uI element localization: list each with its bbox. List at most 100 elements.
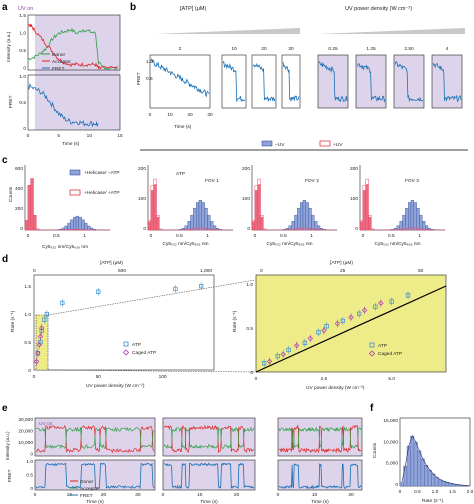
panel-b-traces: 2 10 20 30 0.25 1.25 2.50 4: [149, 46, 463, 109]
panel-d-left-top-axis: [ATP] (μM): [100, 260, 123, 266]
panel-c-bar-minus: [413, 202, 417, 231]
panel-c-ytick: 200: [350, 166, 358, 172]
panel-e-xtick: 0: [34, 492, 37, 498]
panel-b-xticks: 0 10 20 30: [149, 112, 213, 118]
panel-b-label: b: [130, 2, 136, 13]
panel-d-right-axes: [255, 274, 447, 373]
panel-b-condition-label: 20: [261, 46, 267, 52]
panel-b-xtick: 20: [187, 112, 193, 118]
panel-c-xtick: 0.5: [53, 233, 60, 239]
panel-e-xtick: 20: [101, 492, 107, 498]
panel-d-right-legend-caged: Caged ATP: [378, 351, 402, 357]
panel-d-right-xlabel: UV power density (W cm⁻²): [306, 385, 365, 391]
panel-c-ytick: 100: [242, 196, 250, 202]
panel-d-right-xtick: 0: [255, 376, 258, 382]
panel-b-fret-trace: [282, 62, 300, 102]
panel-c-bar-plus: [159, 228, 163, 231]
panel-d-right-caged-point: [378, 300, 384, 306]
panel-b-atp-wedge: [155, 28, 300, 34]
panel-f-bar: [420, 458, 425, 487]
panel-c-bar-minus: [302, 200, 306, 231]
panel-c-bar-minus: [196, 202, 200, 231]
panel-c-bar-minus: [405, 207, 409, 231]
panel-b-condition-label: 0.25: [328, 46, 338, 52]
panel-f-yticks: 15,000 10,000 5,000 0: [383, 418, 398, 488]
panel-c-ytick: 600: [15, 166, 23, 172]
panel-c-bar-minus: [64, 225, 68, 231]
panel-c-bar-minus: [204, 207, 208, 231]
panel-a-ylabel-bottom: FRET: [8, 95, 14, 108]
panel-c-bar-minus: [70, 219, 74, 231]
panel-b-xtick: 30: [207, 112, 213, 118]
panel-a-donor-trace: [27, 27, 119, 70]
panel-a-ytick-top: 1.5: [19, 13, 26, 19]
panel-c-ytick: 200: [242, 166, 250, 172]
panel-c-bar-minus: [314, 221, 318, 231]
panel-c-legend-plus-uv: +UV: [333, 142, 343, 148]
panel-c-xlabel-fov: Cy5₅₃₂ nm/Cy5₆₃₈ nm: [162, 241, 208, 247]
panel-f-xtick: 2.0: [467, 489, 474, 495]
panel-b-box: [251, 54, 277, 109]
panel-b-box: [221, 54, 247, 109]
panel-c-bar-minus: [297, 207, 301, 231]
panel-d-left-xtick: 50: [96, 374, 102, 380]
panel-e-fret-trace: [35, 462, 155, 490]
panel-d-right-atp-point: [302, 340, 308, 346]
panel-d-right-atp-point: [275, 353, 280, 359]
panel-e-ytick-bottom: 1.0: [26, 459, 33, 465]
panel-c-bar-minus: [408, 202, 412, 231]
panel-b-xlabel: Time (s): [174, 124, 192, 130]
panel-c-bar-minus: [75, 215, 79, 231]
panel-d-right-ylabel: Rate (s⁻¹): [232, 310, 238, 332]
panel-f-ytick: 15,000: [383, 418, 398, 424]
panel-d-right-caged-point: [280, 351, 286, 358]
panel-c-xtick: 0.5: [388, 233, 395, 239]
panel-e-ytick-bottom: 0: [30, 486, 33, 492]
panel-d-left-xtick: 100: [159, 374, 167, 380]
panel-d-right-yticks: 1.0 0.5 0: [246, 282, 253, 376]
panel-b-uv-wedge: [318, 28, 465, 34]
panel-d-left-plot: [ATP] (μM) 0 500 1,000 Rate (s⁻¹) 1.51.0…: [10, 260, 256, 389]
panel-a-top-axes: [27, 14, 121, 71]
panel-e-xtick: 20: [234, 492, 240, 498]
panel-d-right-atp-point: [324, 323, 329, 329]
panel-f-bars: [399, 435, 471, 487]
panel-b-fret-trace: [222, 60, 246, 103]
panel-c-bar-minus: [210, 221, 214, 231]
panel-d-right-atp-point: [405, 293, 411, 298]
panel-c-bar-minus: [422, 221, 426, 231]
panel-e-legend: Donor Acceptor FRET: [70, 479, 99, 499]
panel-c-bar-plus: [263, 228, 267, 231]
panel-d-right-atp-point: [340, 318, 346, 324]
panel-e-ytick-top: 0: [30, 452, 33, 458]
panel-a-uv-shade: [35, 15, 120, 130]
panel-f-ytick: 0: [395, 482, 398, 488]
panel-e-ylabel-bottom: FRET: [7, 469, 13, 482]
panel-a-ytick-top: 0.5: [19, 48, 26, 54]
panel-c-xtick: 1: [418, 233, 421, 239]
panel-d-right-plot: [ATP] (μM) 0 25 50 Rate (s⁻¹) 1.0 0.5 0 0 2…: [232, 260, 447, 391]
panel-c-bar-minus: [305, 202, 309, 231]
panel-d-right-atp-point: [286, 347, 291, 353]
panel-c-ylabel: Counts: [8, 186, 14, 202]
panel-d-left-top-tick-2: 1,000: [200, 268, 212, 274]
panel-e-donor-trace: [278, 424, 362, 454]
panel-e-acceptor-trace: [278, 426, 362, 449]
panel-b-condition-label: 10: [231, 46, 237, 52]
panel-d-right-points: [261, 291, 411, 368]
panel-b-box: [317, 54, 349, 109]
panel-d-right-caged-point: [334, 320, 341, 327]
panel-c-xtick: 1: [83, 233, 86, 239]
panel-c-bar-minus: [73, 216, 77, 231]
panel-d-right-top-axis: [ATP] (μM): [330, 260, 353, 266]
panel-c-label: c: [2, 155, 8, 166]
panel-a-ytick-bottom: 0: [23, 126, 26, 132]
panel-d-left-top-tick-0: 0: [33, 268, 36, 274]
panel-e-ytick-bottom: 0.5: [26, 473, 33, 479]
panel-a-legend-donor: Donor: [52, 52, 65, 58]
panel-c-bar-minus: [416, 207, 420, 231]
panel-f-fit-curve: [401, 435, 469, 486]
panel-d-left-ylabel: Rate (s⁻¹): [10, 310, 16, 332]
panel-e-bottom-axes: [34, 459, 156, 491]
